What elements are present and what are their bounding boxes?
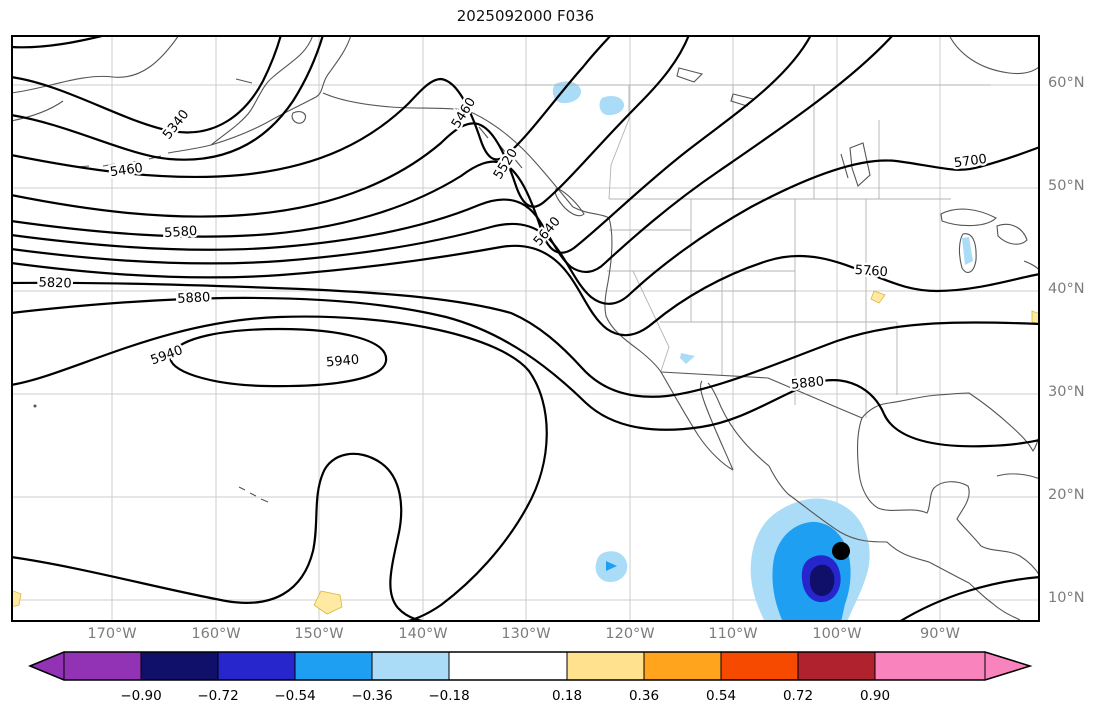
colorbar-tick: 0.18 [551, 688, 583, 704]
colorbar-segment [294, 651, 373, 681]
contour-label: 5340 [160, 107, 192, 142]
colorbar-tick: 0.72 [782, 688, 814, 704]
colorbar-segment [566, 651, 645, 681]
colorbar-tick: −0.54 [274, 688, 316, 704]
lat-tick-50n: 50°N [1048, 178, 1085, 194]
coast-vancouver-island [554, 187, 585, 217]
coast-alaska [167, 35, 574, 208]
colorbar-segment [140, 651, 219, 681]
border-bc-alberta [608, 85, 630, 200]
colorbar-tick: −0.18 [428, 688, 470, 704]
lon-tick-130w: 130°W [501, 626, 551, 642]
coast-mexico-pacific [768, 465, 1021, 621]
contour-line-5580 [11, 35, 813, 254]
neg-anomaly-north1 [552, 81, 582, 104]
coast-cuba [996, 473, 1040, 480]
colorbar-canvas [28, 651, 1033, 681]
neg-anomaly-lake [962, 237, 973, 265]
neg-anomaly-tiny [680, 353, 695, 364]
contour-line-5820 [11, 281, 1040, 398]
colorbar-segment [720, 651, 799, 681]
colorbar [25, 646, 1035, 686]
border-us-mexico [660, 371, 863, 419]
colorbar-tick: −0.36 [351, 688, 393, 704]
lon-tick-100w: 100°W [812, 626, 862, 642]
lakes-great [940, 208, 1040, 273]
coast-gulf-mexico [856, 417, 1040, 577]
colorbar-tick: 0.90 [859, 688, 891, 704]
colorbar-under-arrow [28, 651, 65, 681]
pos-anomaly-tiny1 [870, 290, 886, 304]
coast-gulf-california [700, 380, 770, 471]
coast-hudson-bay [948, 35, 1040, 75]
map-canvas: 5340 5460 5580 5820 5880 5940 5940 5460 … [11, 35, 1040, 622]
contour-line-5460 [11, 35, 613, 179]
colorbar-tick: 0.36 [628, 688, 660, 704]
contour-line-5340 [11, 35, 283, 134]
colorbar-tick: −0.90 [120, 688, 162, 704]
contour-label: 5460 [109, 161, 144, 180]
contour-line-5520 [11, 35, 691, 218]
colorbar-segment [797, 651, 876, 681]
contour-line-5880 [11, 296, 1040, 448]
pos-anomaly-pentagon [313, 590, 343, 615]
colorbar-over-arrow [984, 651, 1032, 681]
lon-tick-120w: 120°W [605, 626, 655, 642]
lat-tick-20n: 20°N [1048, 487, 1085, 503]
map-panel: 5340 5460 5580 5820 5880 5940 5940 5460 … [11, 35, 1040, 622]
contour-line-5400 [11, 35, 325, 161]
lat-tick-10n: 10°N [1048, 590, 1085, 606]
colorbar-tick: 0.54 [705, 688, 737, 704]
colorbar-segment [371, 651, 450, 681]
political-borders [433, 84, 991, 418]
map-frame [11, 35, 1040, 622]
lon-tick-170w: 170°W [87, 626, 137, 642]
lat-tick-40n: 40°N [1048, 281, 1085, 297]
lon-tick-160w: 160°W [191, 626, 241, 642]
contour-label: 5580 [164, 224, 198, 241]
lon-tick-90w: 90°W [919, 626, 961, 642]
border-us-states [607, 199, 898, 418]
page-title: 2025092000 F036 [456, 7, 595, 25]
neg-anomaly-small-marker [606, 561, 617, 571]
contour-line-5940-outer [11, 315, 548, 622]
height-contours [11, 35, 1040, 622]
contour-label: 5700 [953, 152, 988, 171]
contour-line-5640 [11, 35, 895, 273]
contour-label: 5880 [177, 290, 211, 307]
lon-tick-150w: 150°W [294, 626, 344, 642]
neg-anomaly-north2 [599, 96, 625, 116]
colorbar-segment [874, 651, 986, 681]
contour-line-5940-inner [169, 327, 388, 388]
colorbar-tick: −0.72 [197, 688, 239, 704]
colorbar-segment [63, 651, 142, 681]
pos-anomaly-left-edge [11, 589, 22, 608]
lon-tick-140w: 140°W [398, 626, 448, 642]
lat-tick-30n: 30°N [1048, 384, 1085, 400]
contour-label: 5760 [854, 263, 888, 280]
storm-center-dot [832, 542, 850, 560]
contour-label: 5940 [326, 353, 360, 371]
anomaly-shading [11, 81, 1040, 622]
islands-hawaii [238, 486, 269, 503]
contour-line-caribbean [897, 575, 1040, 622]
coast-chukotka [11, 35, 253, 122]
coast-us-gulf [861, 392, 1040, 453]
colorbar-segment [643, 651, 722, 681]
colorbar-segment [217, 651, 296, 681]
contour-line-5760 [11, 244, 1040, 337]
colorbar-outline [28, 651, 1033, 681]
contour-label: 5880 [790, 374, 824, 392]
contour-line-south-meander [11, 452, 435, 622]
neg-anomaly-core [809, 564, 835, 596]
contour-line-5700 [11, 145, 1040, 305]
coast-west [572, 206, 734, 471]
contour-label: 5820 [38, 275, 72, 291]
colorbar-segment [448, 651, 568, 681]
lat-tick-60n: 60°N [1048, 75, 1085, 91]
small-island-dot [33, 404, 37, 408]
contour-label: 5940 [149, 343, 185, 368]
lon-tick-110w: 110°W [708, 626, 758, 642]
